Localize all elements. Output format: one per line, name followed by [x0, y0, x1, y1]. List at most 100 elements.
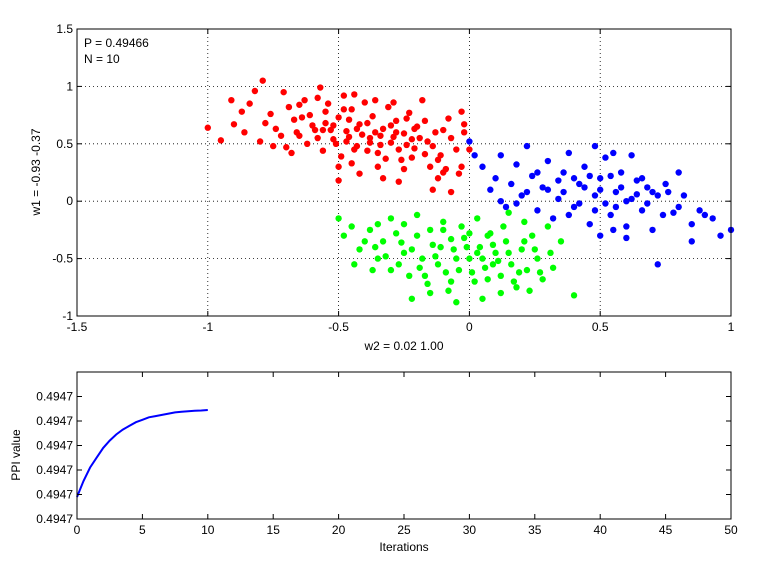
scatter-point: [411, 125, 418, 133]
scatter-point: [665, 188, 672, 196]
scatter-point: [544, 157, 552, 165]
scatter-point: [426, 226, 434, 234]
scatter-point: [576, 200, 583, 207]
scatter-point: [387, 122, 395, 129]
annotation-n: N = 10: [84, 52, 120, 66]
scatter-point: [429, 142, 436, 150]
scatter-point: [466, 138, 473, 145]
scatter-point: [283, 144, 290, 151]
ppi-x-tick-label: 10: [201, 523, 215, 537]
scatter-point: [322, 108, 329, 115]
scatter-point: [570, 203, 578, 211]
scatter-point: [340, 106, 348, 113]
scatter-point: [445, 115, 452, 122]
scatter-point: [332, 140, 340, 147]
scatter-point: [474, 249, 481, 257]
scatter-point: [484, 276, 491, 283]
scatter-point: [400, 220, 408, 228]
scatter-point: [453, 146, 460, 153]
ppi-line: [76, 409, 208, 498]
ppi-x-tick-label: 5: [139, 523, 146, 537]
scatter-point: [581, 163, 588, 170]
scatter-point: [508, 261, 515, 268]
scatter-point: [379, 125, 387, 133]
scatter-point: [434, 156, 442, 164]
scatter-point: [521, 218, 528, 226]
scatter-point: [489, 261, 497, 268]
scatter-point: [241, 129, 248, 136]
scatter-point: [204, 124, 211, 131]
scatter-point: [680, 192, 688, 199]
scatter-point: [440, 226, 447, 234]
scatter-point: [534, 255, 541, 262]
scatter-point: [654, 192, 661, 199]
scatter-point: [502, 203, 510, 211]
ppi-x-tick-label: 0: [74, 523, 81, 537]
scatter-point: [628, 195, 635, 203]
scatter-point: [607, 172, 614, 180]
scatter-point: [395, 261, 402, 268]
scatter-point: [526, 287, 533, 294]
scatter-point: [505, 209, 512, 216]
scatter-point: [696, 207, 703, 214]
scatter-x-axis-label: w2 = 0.02 1.00: [363, 339, 443, 353]
scatter-point: [440, 126, 447, 134]
scatter-point: [521, 238, 528, 245]
scatter-point: [408, 154, 416, 161]
scatter-point: [343, 127, 350, 135]
scatter-point: [348, 160, 355, 167]
scatter-point: [565, 149, 573, 157]
scatter-point: [256, 138, 264, 145]
scatter-point: [280, 88, 287, 96]
scatter-point: [366, 226, 374, 234]
scatter-point: [453, 255, 460, 262]
scatter-point: [576, 180, 583, 188]
scatter-point: [644, 184, 651, 191]
scatter-point: [421, 272, 429, 280]
scatter-x-tick-label: 0: [466, 320, 473, 334]
scatter-point: [610, 226, 617, 234]
scatter-point: [534, 207, 541, 214]
scatter-point: [547, 249, 554, 257]
scatter-point: [366, 139, 374, 146]
ppi-x-tick-label: 20: [332, 523, 346, 537]
scatter-point: [479, 295, 486, 302]
scatter-point: [340, 232, 348, 239]
scatter-point: [557, 238, 565, 245]
scatter-point: [395, 178, 402, 185]
scatter-point: [518, 192, 525, 199]
scatter-point: [387, 139, 395, 146]
scatter-point: [494, 257, 502, 265]
scatter-y-tick-label: -1: [62, 309, 73, 323]
scatter-point: [259, 77, 266, 84]
scatter-point: [484, 232, 491, 239]
ppi-x-tick-label: 40: [594, 523, 608, 537]
scatter-x-tick-label: 1: [728, 320, 735, 334]
scatter-point: [688, 220, 695, 228]
scatter-point: [387, 215, 395, 222]
scatter-point: [351, 146, 358, 153]
scatter-point: [591, 207, 599, 214]
scatter-point: [471, 152, 478, 159]
scatter-point: [539, 276, 546, 283]
scatter-point: [416, 264, 423, 271]
scatter-point: [610, 149, 617, 157]
scatter-point: [353, 125, 361, 133]
ppi-line-series: [76, 409, 208, 498]
ppi-y-tick-label: 0.4947: [36, 414, 73, 428]
scatter-point: [508, 180, 515, 188]
scatter-point: [539, 184, 546, 191]
scatter-point: [437, 243, 444, 251]
scatter-point: [487, 186, 494, 193]
scatter-point: [502, 238, 510, 245]
scatter-point: [709, 215, 716, 222]
scatter-point: [270, 142, 277, 150]
scatter-point: [228, 96, 235, 104]
scatter-point: [366, 134, 374, 142]
scatter-point: [251, 87, 259, 95]
scatter-point: [447, 278, 455, 285]
scatter-point: [460, 121, 468, 128]
scatter-point: [395, 146, 402, 153]
scatter-point: [492, 249, 499, 257]
scatter-point: [356, 170, 363, 177]
